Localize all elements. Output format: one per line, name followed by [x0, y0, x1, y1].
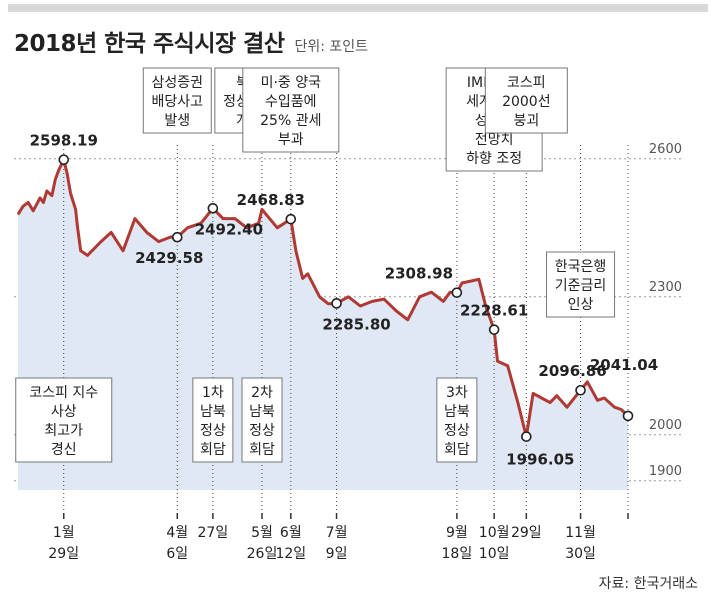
event-note-text: 남북	[444, 404, 470, 420]
event-note-text: 3차	[446, 385, 468, 401]
x-date-label: 5월	[251, 525, 273, 541]
data-point-label: 2492.40	[195, 220, 263, 238]
data-point-label: 2598.19	[30, 132, 98, 150]
event-note-box	[192, 377, 234, 463]
data-point-marker	[451, 287, 463, 298]
x-date-label: 30일	[565, 546, 596, 562]
data-point-marker	[521, 431, 532, 442]
data-point-label: 2041.04	[590, 356, 658, 374]
event-note-text: 사상	[51, 404, 77, 420]
x-date-label: 7월	[326, 525, 348, 541]
chart-title: 2018년 한국 주식시장 결산	[14, 31, 285, 57]
event-note-box	[242, 67, 340, 153]
y-tick-label: 2300	[649, 280, 682, 295]
event-note-box	[142, 67, 212, 134]
event-note-text: 코스피	[507, 75, 546, 91]
x-date-label: 10일	[479, 546, 510, 562]
x-date-label: 4월	[166, 525, 188, 541]
event-note-text: 최고가	[44, 423, 83, 439]
event-note-text: 수입품에	[265, 94, 317, 110]
data-point-marker	[575, 384, 586, 396]
event-note-text: 남북	[249, 404, 275, 420]
event-note-text: 전망치	[475, 132, 514, 148]
data-point-label: 2096.86	[538, 362, 606, 380]
unit-label: 단위: 포인트	[294, 39, 369, 55]
x-date-label: 18일	[442, 546, 473, 562]
x-date-label: 27일	[198, 525, 229, 541]
event-note-text: 회담	[249, 442, 275, 458]
event-note-text: 정상	[249, 423, 275, 439]
event-note-text: 2차	[251, 385, 273, 401]
data-point-label: 2429.58	[135, 249, 203, 267]
data-point-marker	[488, 324, 500, 335]
data-point-marker	[58, 154, 70, 165]
x-date-label: 11월	[565, 525, 596, 541]
event-note-text: 경신	[51, 442, 77, 458]
event-note-text: 남북	[200, 404, 226, 420]
data-point-label: 2468.83	[237, 191, 305, 209]
data-point-label: 2228.61	[460, 302, 528, 320]
event-note-text: 붕괴	[513, 113, 539, 129]
header-bar	[8, 4, 708, 12]
series-line	[16, 158, 630, 439]
x-date-label: 9일	[326, 546, 348, 562]
x-date-label: 1월	[53, 525, 75, 541]
y-tick-label: 2600	[649, 142, 682, 157]
title-row: 2018년 한국 주식시장 결산 단위: 포인트	[14, 24, 368, 58]
event-note-text: 한국은행	[555, 259, 607, 275]
x-date-label: 29일	[48, 546, 79, 562]
event-note-text: 미·중 양국	[261, 75, 322, 91]
data-point-label: 2308.98	[385, 265, 453, 283]
event-note-text: 회담	[200, 442, 226, 458]
data-point-label: 2285.80	[322, 315, 390, 333]
event-note-text: 하향 조정	[466, 151, 522, 167]
event-note-box	[484, 67, 568, 134]
event-note-text: 2000선	[502, 94, 551, 110]
event-note-text: 발생	[164, 113, 190, 129]
event-note-text: 삼성증권	[152, 75, 204, 91]
y-tick-label: 1900	[649, 464, 682, 479]
event-note-text: 부과	[278, 132, 304, 148]
event-note-text: 회담	[444, 442, 470, 458]
x-date-label: 6일	[166, 546, 188, 562]
event-note-box	[546, 251, 616, 318]
data-point-marker	[171, 231, 183, 243]
event-note-box	[15, 377, 113, 463]
event-note-box	[436, 377, 478, 463]
data-point-label: 1996.05	[506, 451, 574, 469]
event-note-text: 코스피 지수	[29, 385, 98, 401]
data-point-marker	[207, 202, 219, 214]
event-note-text: 배당사고	[152, 94, 204, 110]
y-tick-label: 2000	[649, 418, 682, 433]
data-point-marker	[622, 410, 634, 422]
event-note-text: 기준금리	[555, 278, 607, 294]
event-note-text: 25% 관세	[260, 113, 321, 129]
data-point-marker	[285, 213, 297, 225]
event-note-text: 정상	[200, 423, 226, 439]
event-note-box	[241, 377, 283, 463]
x-date-label: 12일	[275, 546, 306, 562]
x-date-label: 26일	[247, 546, 278, 562]
source-label: 자료: 한국거래소	[598, 576, 698, 592]
event-note-text: 1차	[202, 385, 224, 401]
x-date-label: 6월	[280, 525, 302, 541]
x-date-label: 10월	[479, 525, 510, 541]
event-note-text: 인상	[568, 297, 594, 313]
event-note-text: 정상	[444, 423, 470, 439]
x-date-label: 9월	[446, 525, 468, 541]
x-date-label: 29일	[511, 525, 542, 541]
data-point-marker	[331, 298, 342, 309]
